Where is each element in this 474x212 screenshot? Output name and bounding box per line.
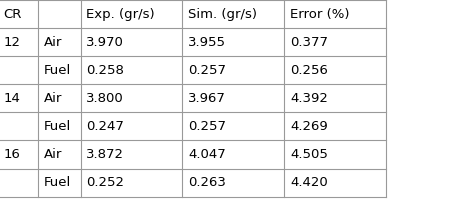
Text: 4.269: 4.269 (290, 120, 328, 133)
Text: 0.377: 0.377 (290, 36, 328, 49)
Text: 3.955: 3.955 (188, 36, 226, 49)
Text: Exp. (gr/s): Exp. (gr/s) (86, 8, 155, 21)
Text: Fuel: Fuel (44, 120, 71, 133)
Text: 0.256: 0.256 (290, 64, 328, 77)
Text: 4.505: 4.505 (290, 148, 328, 161)
Text: Air: Air (44, 36, 62, 49)
Text: 16: 16 (3, 148, 20, 161)
Text: 0.257: 0.257 (188, 120, 226, 133)
Text: 3.967: 3.967 (188, 92, 226, 105)
Text: 4.420: 4.420 (290, 176, 328, 189)
Text: 3.970: 3.970 (86, 36, 124, 49)
Text: 12: 12 (3, 36, 20, 49)
Text: Fuel: Fuel (44, 64, 71, 77)
Text: CR: CR (3, 8, 22, 21)
Text: 0.247: 0.247 (86, 120, 124, 133)
Text: 0.252: 0.252 (86, 176, 124, 189)
Text: 0.257: 0.257 (188, 64, 226, 77)
Text: Air: Air (44, 148, 62, 161)
Text: Air: Air (44, 92, 62, 105)
Text: 3.800: 3.800 (86, 92, 124, 105)
Text: 0.263: 0.263 (188, 176, 226, 189)
Text: Error (%): Error (%) (290, 8, 350, 21)
Text: Sim. (gr/s): Sim. (gr/s) (188, 8, 257, 21)
Text: 14: 14 (3, 92, 20, 105)
Text: 4.392: 4.392 (290, 92, 328, 105)
Text: 4.047: 4.047 (188, 148, 226, 161)
Text: Fuel: Fuel (44, 176, 71, 189)
Text: 3.872: 3.872 (86, 148, 124, 161)
Text: 0.258: 0.258 (86, 64, 124, 77)
